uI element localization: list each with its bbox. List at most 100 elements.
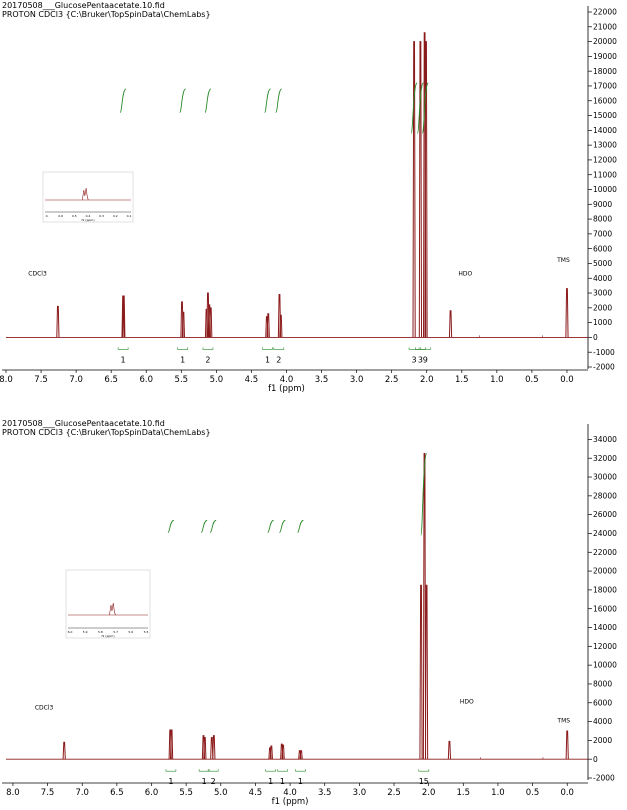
x-tick-label: 1.0 [491,788,505,798]
spectrum-peak [62,741,66,760]
y-tick-label: 14000 [593,126,617,135]
spectrum-peak [299,750,303,760]
x-tick-label: 0.5 [526,788,540,798]
integral-curve [267,519,274,533]
x-tick-label: 2.5 [385,375,399,385]
y-tick-label: 4000 [593,717,612,726]
y-tick-label: 20000 [593,567,617,576]
title-line-2: PROTON CDCl3 {C:\Bruker\TopSpinData\Chem… [2,428,211,437]
x-axis-label: f1 (ppm) [272,797,309,807]
x-tick-label: 6.0 [139,375,153,385]
integral-curve [279,519,286,533]
y-tick-label: -1000 [593,348,615,357]
spectrum-peak [412,41,416,338]
integral-bracket [277,769,288,772]
integral-bracket [265,769,276,772]
spectrum-peak [56,305,60,338]
integral-curve [204,88,212,114]
y-tick-label: 5000 [593,259,612,268]
spectrum-peak [210,737,214,760]
y-tick-label: 28000 [593,491,617,500]
y-tick-label: 18000 [593,67,617,76]
integral-curve [297,519,304,533]
y-tick-label: 0 [593,333,598,342]
inset-tick-label: 0. [46,214,49,218]
spectrum-peak [448,310,453,338]
x-tick-label: 4.0 [283,788,297,798]
x-tick-label: 2.0 [422,788,436,798]
inset-tick-label: 0.3 [99,214,104,218]
integral-value: 1 [121,355,126,364]
y-tick-label: 24000 [593,529,617,538]
integral-value: 1 [168,777,173,786]
spectrum-plot-2: 3400032000300002800026000240002200020000… [2,424,617,807]
x-tick-label: 5.5 [179,788,193,798]
integral-bracket [207,769,219,772]
integral-bracket [418,769,430,772]
title-line-2: PROTON CDCl3 {C:\Bruker\TopSpinData\Chem… [2,10,211,19]
y-tick-label: 8000 [593,215,612,224]
spectrum-peak [169,729,174,760]
integral-value: 3 [412,355,417,364]
y-tick-label: -2000 [593,363,615,372]
x-tick-label: 1.5 [455,375,469,385]
inset-axis-label: f1 (ppm) [82,218,95,222]
spectrum-title: 20170508___GlucosePentaacetate.10.fid PR… [2,1,211,19]
x-tick-label: 6.5 [110,788,124,798]
peak-annotation: TMS [556,257,570,264]
integral-bracket [295,769,306,772]
x-tick-label: 0.5 [525,375,539,385]
integral-curve [119,88,127,114]
inset-tick-label: 0.1 [127,214,132,218]
spectrum-peak [212,735,216,760]
y-tick-label: 16000 [593,96,617,105]
inset-frame [42,171,134,223]
x-tick-label: 5.0 [210,375,224,385]
spectrum-peak [269,745,273,760]
x-tick-label: 4.0 [280,375,294,385]
inset-tick-label: 5.5 [144,630,149,634]
inset-tick-label: 5.7 [113,630,118,634]
x-tick-label: 3.0 [353,788,367,798]
integral-bracket [117,347,129,350]
x-tick-label: 2.5 [387,788,401,798]
integral-value: 1 [265,355,270,364]
y-tick-label: 13000 [593,141,617,150]
integral-value: 2 [276,355,281,364]
x-tick-label: 5.0 [214,788,228,798]
spectrum-title: 20170508___GlucosePentaacetate.10.fid PR… [2,419,211,437]
integral-value: 9 [423,355,428,364]
integral-curve [167,519,175,533]
integral-value: 2 [211,777,216,786]
integral-bracket [262,347,273,350]
inset-zoom: 6.0 5.9 5.8 5.7 5.6 5.5 f1 (ppm) [65,569,151,639]
x-tick-label: 3.0 [350,375,364,385]
x-tick-label: 7.5 [34,375,48,385]
x-tick-label: 8.0 [0,375,13,385]
inset-tick-label: 0.5 [72,214,77,218]
peak-annotation: HDO [458,270,472,277]
y-tick-label: -2000 [593,774,615,783]
y-tick-label: 26000 [593,510,617,519]
y-tick-label: 4000 [593,274,612,283]
integral-value: 2 [205,355,210,364]
y-tick-label: 17000 [593,82,617,91]
x-tick-label: 6.5 [104,375,118,385]
x-tick-label: 7.0 [75,788,89,798]
integral-curve [410,82,418,134]
title-line-1: 20170508___GlucosePentaacetate.10.fid [2,419,165,428]
integral-value: 1 [180,355,185,364]
integral-curve [264,88,271,114]
inset-tick-label: 5.6 [128,630,133,634]
spectrum-plot-1: 2200021000200001900018000170001600015000… [0,6,617,394]
inset-tick-label: 6.0 [68,630,73,634]
spectrum-peak [424,41,428,338]
y-tick-label: 8000 [593,680,612,689]
y-tick-label: 3000 [593,289,612,298]
spectrum-peak [419,584,423,760]
y-tick-label: 0 [593,755,598,764]
y-tick-label: 19000 [593,52,617,61]
integral-value: 15 [419,777,429,786]
y-tick-label: 2000 [593,736,612,745]
y-tick-label: 11000 [593,170,617,179]
